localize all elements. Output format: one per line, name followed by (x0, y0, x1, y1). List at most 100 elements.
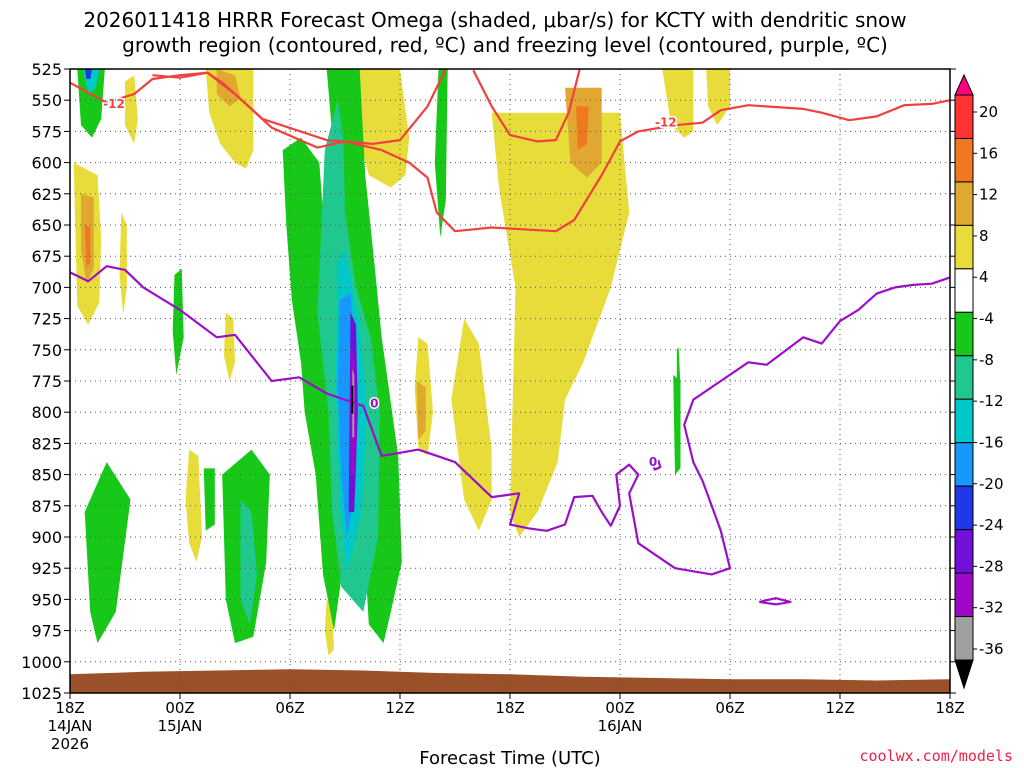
x-tick-label: 18Z (495, 699, 524, 717)
colorbar-label: -12 (979, 392, 1004, 410)
colorbar-bin (954, 529, 974, 574)
x-axis-label: Forecast Time (UTC) (419, 748, 600, 768)
contour-line-2 (701, 99, 950, 124)
omega-region-3-6 (434, 69, 448, 238)
chart-title-line2: growth region (contoured, red, ºC) and f… (122, 33, 888, 57)
y-tick-label: 575 (31, 122, 62, 141)
colorbar-label: 16 (979, 144, 998, 162)
plot-content: -12 -12 0 0 (70, 69, 950, 693)
omega-region-0-8 (451, 318, 492, 531)
colorbar-label: -28 (979, 557, 1004, 575)
y-tick-label: 850 (31, 466, 62, 485)
contour-line-6 (759, 597, 792, 606)
omega-region-0-7 (706, 69, 730, 126)
colorbar-bin (954, 181, 974, 226)
colorbar-legend: 20 16 12 8 4 -4 -8 -12 -16 -20 -24 -28 -32 -36 (954, 73, 1004, 690)
contour-label: 0 (370, 396, 378, 410)
omega-region-1-3 (416, 381, 426, 440)
y-tick-label: 600 (31, 154, 62, 173)
contour-label: -12 (103, 97, 125, 111)
y-tick-label: 875 (31, 497, 62, 516)
omega-region-0-11 (185, 449, 202, 562)
colorbar-bin (954, 398, 974, 444)
omega-region-3-2 (172, 268, 184, 375)
x-tick-label: 14JAN (48, 717, 93, 735)
colorbar-bin (954, 442, 974, 487)
contour-line-3 (472, 69, 581, 143)
omega-region-0-10 (224, 312, 235, 381)
y-tick-label: 825 (31, 434, 62, 453)
colorbar-label: -32 (979, 599, 1004, 617)
x-tick-label: 16JAN (598, 717, 643, 735)
terrain-fill (70, 669, 950, 693)
colorbar-bin (954, 572, 974, 618)
colorbar-label: -36 (979, 640, 1004, 658)
y-tick-label: 925 (31, 559, 62, 578)
colorbar-label: 12 (979, 186, 998, 204)
omega-region-0-2 (119, 212, 127, 315)
omega-region-0-5 (491, 112, 630, 537)
x-tick-label: 18Z (935, 699, 964, 717)
colorbar-label: -20 (979, 475, 1004, 493)
omega-region-3-1 (84, 462, 131, 644)
colorbar-label: 20 (979, 103, 998, 121)
colorbar-bin (954, 485, 974, 531)
y-tick-label: 675 (31, 247, 62, 266)
x-tick-label: 15JAN (158, 717, 203, 735)
y-tick-label: 725 (31, 310, 62, 329)
x-tick-label: 06Z (715, 699, 744, 717)
y-tick-label: 625 (31, 185, 62, 204)
colorbar-label: -16 (979, 433, 1004, 451)
colorbar-bin (954, 268, 974, 313)
omega-region-2-0 (84, 225, 91, 268)
colorbar-bottom-arrow (954, 659, 974, 690)
contour-label: -12 (655, 116, 677, 130)
omega-region-7-0 (84, 69, 92, 79)
colorbar-label: -4 (979, 310, 994, 328)
omega-region-3-0 (77, 69, 105, 138)
y-tick-label: 900 (31, 528, 62, 547)
omega-region-4-1 (240, 499, 257, 625)
x-tick-label: 06Z (275, 699, 304, 717)
omega-region-3-7 (673, 374, 681, 475)
x-tick-label: 2026 (51, 735, 89, 753)
colorbar-label: 8 (979, 227, 989, 245)
x-tick-label: 00Z (605, 699, 634, 717)
colorbar-bin (954, 137, 974, 183)
contour-line-1 (152, 69, 447, 145)
y-tick-label: 550 (31, 91, 62, 110)
colorbar-top-arrow (954, 73, 974, 96)
x-tick-label: 12Z (825, 699, 854, 717)
x-tick-label: 18Z (55, 699, 84, 717)
x-tick-label: 12Z (385, 699, 414, 717)
site-credit: coolwx.com/models (859, 747, 1013, 765)
omega-region-3-8 (676, 347, 681, 388)
contour-line-5 (651, 459, 662, 471)
colorbar-label: -24 (979, 516, 1004, 534)
y-axis: 525 550 575 600 625 650 675 700 725 750 775 800 825 8… (21, 60, 956, 703)
y-tick-label: 950 (31, 590, 62, 609)
colorbar-bin (954, 355, 974, 400)
x-tick-label: 00Z (165, 699, 194, 717)
y-tick-label: 525 (31, 60, 62, 79)
colorbar-bin (954, 224, 974, 270)
y-tick-label: 700 (31, 278, 62, 297)
colorbar-label: -8 (979, 351, 994, 369)
omega-region-2-1 (576, 106, 589, 151)
y-tick-label: 775 (31, 372, 62, 391)
omega-region-0-6 (662, 69, 694, 138)
y-tick-label: 750 (31, 341, 62, 360)
contour-label: 0 (649, 455, 657, 469)
contour-line-4 (70, 265, 950, 576)
y-tick-label: 650 (31, 216, 62, 235)
y-tick-label: 800 (31, 403, 62, 422)
y-tick-label: 1025 (21, 684, 62, 703)
omega-region-3-4 (203, 468, 215, 531)
colorbar-label: 4 (979, 268, 989, 286)
chart-title-line1: 2026011418 HRRR Forecast Omega (shaded, … (83, 8, 906, 32)
colorbar-bin (954, 94, 974, 139)
colorbar-bin (954, 616, 974, 661)
plot-area: -12 -12 0 0 (69, 68, 951, 694)
